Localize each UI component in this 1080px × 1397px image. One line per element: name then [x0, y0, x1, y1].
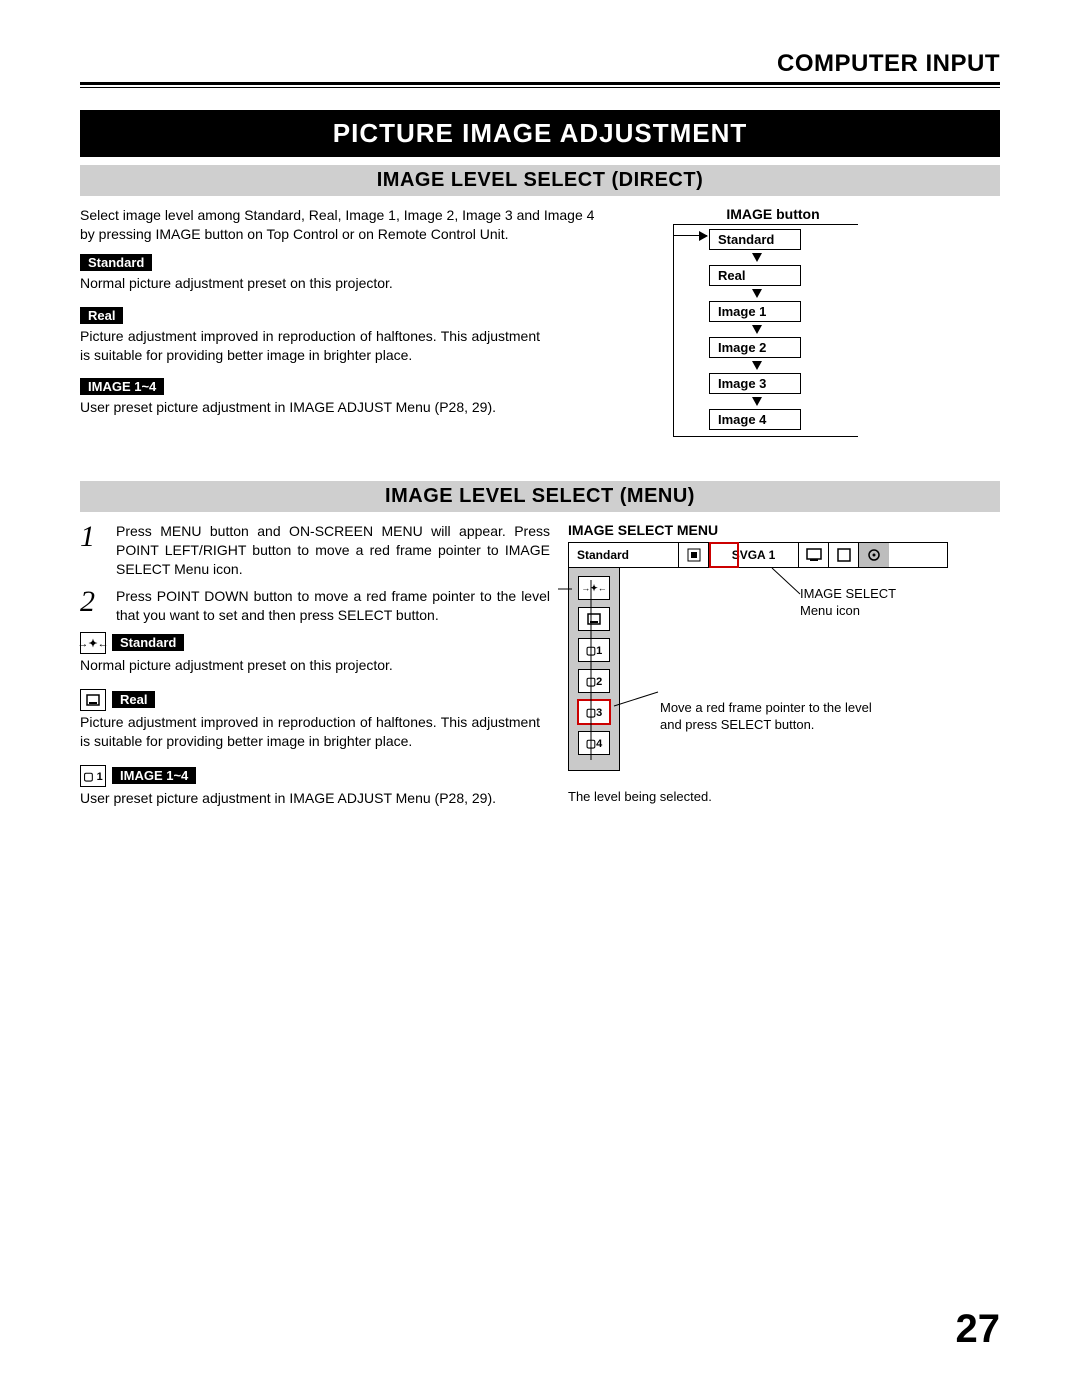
page-number: 27 [956, 1307, 1001, 1352]
flow-node: Image 3 [709, 373, 801, 394]
label-standard-2: Standard [112, 634, 184, 651]
rule-thick [80, 82, 1000, 85]
arrow-down-icon [752, 289, 762, 298]
desc-image14: User preset picture adjustment in IMAGE … [80, 398, 600, 417]
label-image14: IMAGE 1~4 [80, 378, 164, 395]
flow-diagram: Standard Real Image 1 Image 2 Image 3 Im… [673, 224, 858, 437]
desc-real: Picture adjustment improved in reproduct… [80, 327, 540, 365]
section-header: COMPUTER INPUT [80, 50, 1000, 82]
slider-icon: →✦← [80, 632, 106, 654]
box-icon [829, 543, 859, 567]
desc-image14-2: User preset picture adjustment in IMAGE … [80, 789, 550, 808]
desc-real-2: Picture adjustment improved in reproduct… [80, 713, 540, 751]
step-number: 2 [80, 587, 104, 625]
flow-node: Standard [709, 229, 801, 250]
direct-intro: Select image level among Standard, Real,… [80, 206, 600, 244]
label-image14-2: IMAGE 1~4 [112, 767, 196, 784]
direct-banner: IMAGE LEVEL SELECT (DIRECT) [80, 165, 1000, 196]
flow-title: IMAGE button [618, 206, 928, 222]
label-standard: Standard [80, 254, 152, 271]
flow-node: Image 2 [709, 337, 801, 358]
title-banner: PICTURE IMAGE ADJUSTMENT [80, 110, 1000, 157]
arrow-down-icon [752, 253, 762, 262]
caption-selected: The level being selected. [568, 789, 988, 804]
real-icon [80, 689, 106, 711]
desc-standard: Normal picture adjustment preset on this… [80, 274, 600, 293]
figure-title: IMAGE SELECT MENU [568, 522, 988, 538]
arrow-down-icon [752, 361, 762, 370]
flow-node: Image 1 [709, 301, 801, 322]
callout-line [610, 678, 670, 708]
arrow-right-icon [673, 235, 707, 236]
rule-thin [80, 87, 1000, 88]
menu-banner: IMAGE LEVEL SELECT (MENU) [80, 481, 1000, 512]
figure: Standard SVGA 1 [568, 542, 988, 804]
desc-standard-2: Normal picture adjustment preset on this… [80, 656, 550, 675]
callout-vline [586, 580, 596, 770]
arrow-down-icon [752, 397, 762, 406]
step-number: 1 [80, 522, 104, 579]
arrow-down-icon [752, 325, 762, 334]
flow-node: Image 4 [709, 409, 801, 430]
settings-icon [859, 543, 889, 567]
flow-node: Real [709, 265, 801, 286]
image1-icon: ▢ 1 [80, 765, 106, 787]
label-real: Real [80, 307, 123, 324]
label-real-2: Real [112, 691, 155, 708]
callout-pointer: Move a red frame pointer to the level an… [660, 700, 880, 734]
callout-menu-icon: IMAGE SELECTMenu icon [800, 586, 920, 620]
